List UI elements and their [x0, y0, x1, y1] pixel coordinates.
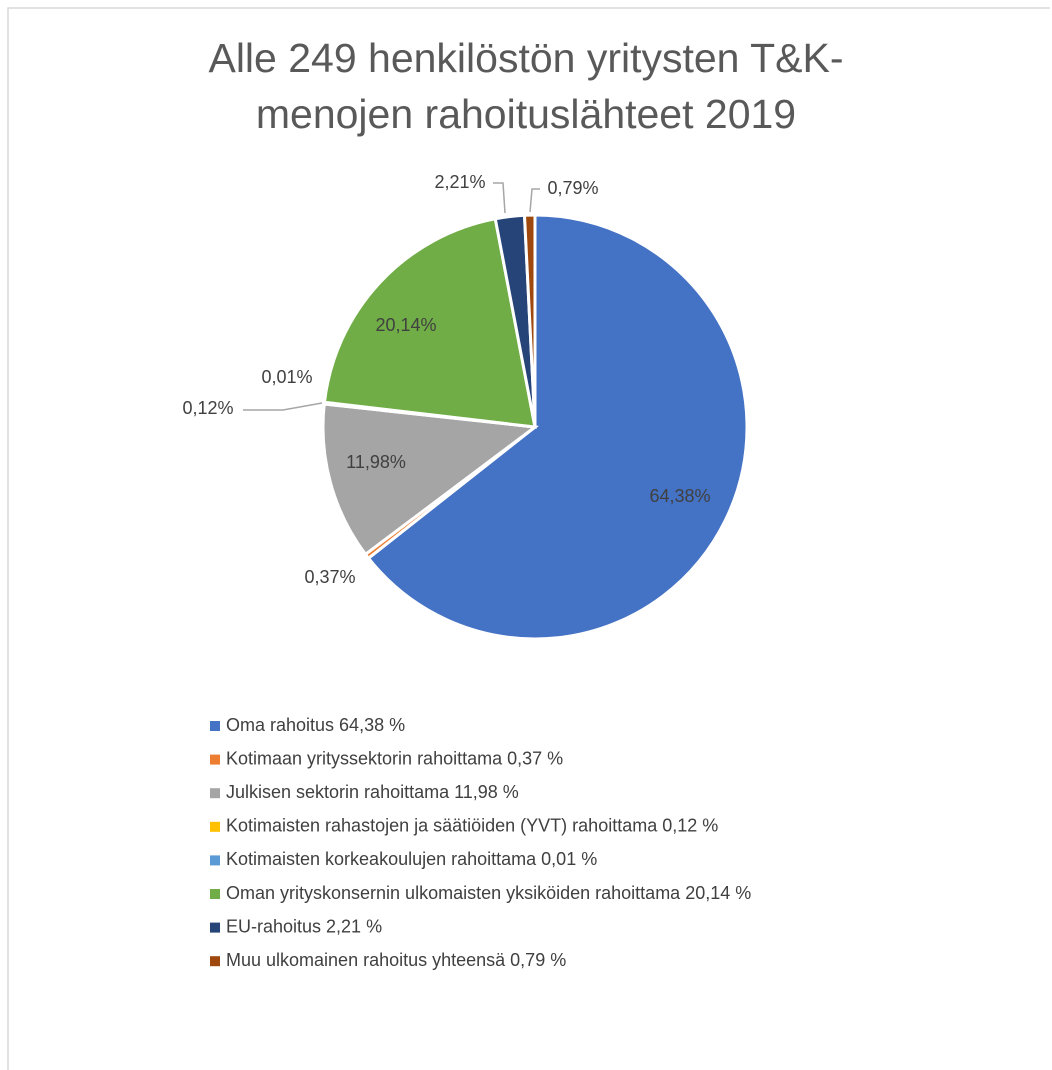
legend-swatch	[210, 721, 220, 731]
legend-label: Oman yrityskonsernin ulkomaisten yksiköi…	[226, 883, 751, 903]
legend-swatch	[210, 889, 220, 899]
legend-swatch	[210, 956, 220, 967]
leader-line	[529, 188, 540, 213]
legend-swatch	[210, 922, 220, 933]
legend-label: Muu ulkomainen rahoitus yhteensä 0,79 %	[226, 950, 566, 970]
data-label: 0,01%	[261, 367, 312, 387]
legend-label: Oma rahoitus 64,38 %	[226, 715, 405, 735]
leader-line	[493, 182, 506, 214]
legend-label: Kotimaan yrityssektorin rahoittama 0,37 …	[226, 748, 563, 768]
chart-title: Alle 249 henkilöstön yritysten T&K-menoj…	[208, 35, 844, 137]
leader-line	[243, 402, 323, 411]
data-label: 64,38%	[649, 486, 710, 506]
data-label: 11,98%	[346, 452, 406, 472]
legend-swatch	[210, 788, 220, 799]
legend-swatch	[210, 754, 220, 765]
pie-slice	[522, 213, 537, 428]
data-label: 0,12%	[182, 398, 233, 418]
pie-slice	[321, 402, 539, 557]
legend-swatch	[210, 821, 220, 832]
legend-label: Kotimaisten korkeakoulujen rahoittama 0,…	[226, 849, 597, 869]
pie-slice	[366, 213, 749, 641]
legend-label: Kotimaisten rahastojen ja säätiöiden (YV…	[226, 816, 718, 836]
legend-label: EU-rahoitus 2,21 %	[226, 916, 382, 936]
data-label: 2,21%	[434, 172, 485, 192]
legend-label: Julkisen sektorin rahoittama 11,98 %	[226, 782, 519, 802]
legend-swatch	[210, 855, 220, 866]
data-label: 20,14%	[375, 315, 436, 335]
chart-border	[7, 7, 1050, 1070]
data-label: 0,37%	[304, 567, 355, 587]
data-label: 0,79%	[547, 178, 598, 198]
pie-slice	[322, 216, 537, 429]
